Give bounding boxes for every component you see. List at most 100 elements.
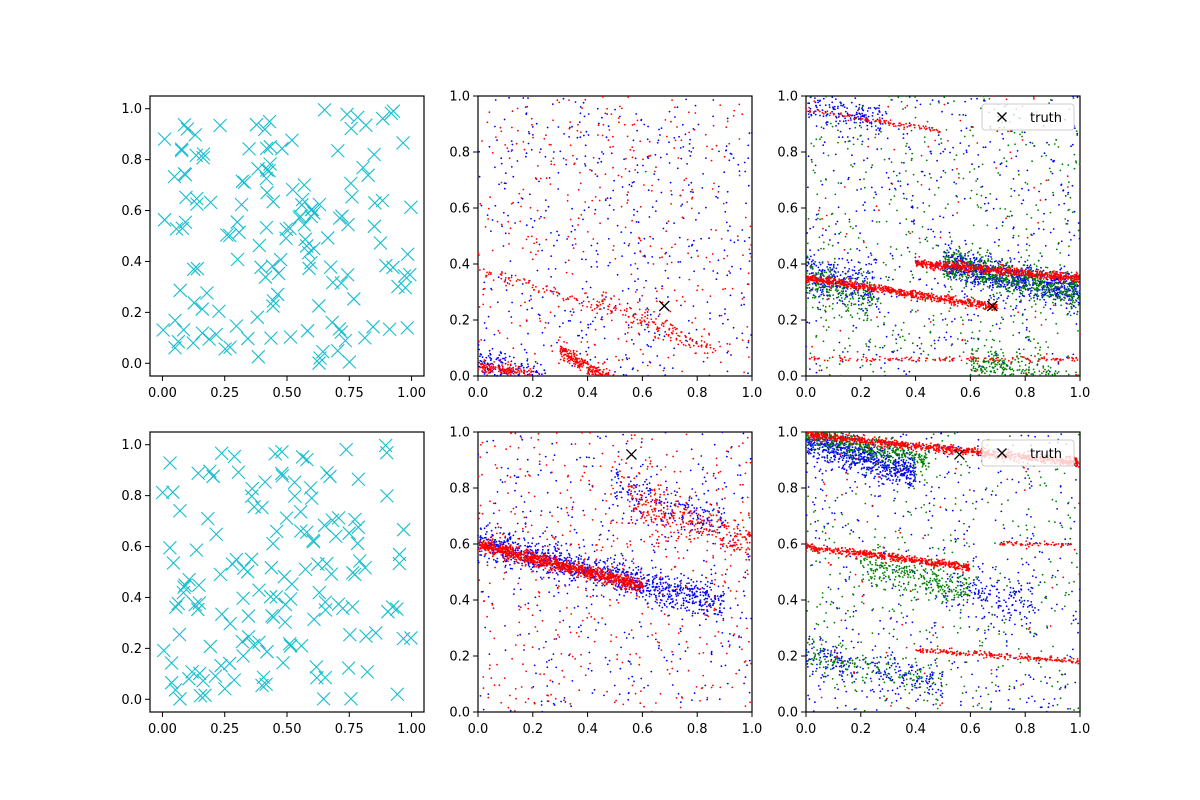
data-point xyxy=(864,201,866,204)
data-point xyxy=(557,292,560,295)
data-point xyxy=(510,150,513,153)
data-point xyxy=(690,207,693,210)
data-point xyxy=(491,249,494,252)
data-point xyxy=(1070,239,1072,241)
data-point xyxy=(1023,280,1026,283)
data-point xyxy=(845,277,848,279)
data-point xyxy=(1013,257,1016,260)
data-point xyxy=(960,280,962,282)
data-point xyxy=(614,108,616,111)
data-point xyxy=(486,271,488,274)
data-point xyxy=(890,295,893,298)
sample-point xyxy=(367,147,381,162)
data-point xyxy=(978,364,980,367)
data-point xyxy=(503,187,506,190)
data-point xyxy=(827,154,830,157)
data-point xyxy=(989,350,992,353)
data-point xyxy=(592,368,594,371)
data-point xyxy=(1040,266,1042,269)
data-point xyxy=(1026,183,1029,185)
data-point xyxy=(866,319,868,322)
data-point xyxy=(671,246,673,249)
sample-point xyxy=(325,275,340,290)
data-point xyxy=(930,152,933,155)
data-point xyxy=(670,261,673,264)
data-point xyxy=(980,371,983,374)
data-point xyxy=(681,296,684,298)
data-point xyxy=(856,312,859,315)
data-point xyxy=(636,369,639,372)
data-point xyxy=(516,107,519,110)
data-point xyxy=(498,354,501,356)
data-point xyxy=(970,288,973,291)
data-point xyxy=(1077,330,1079,332)
data-point xyxy=(905,198,908,200)
data-point xyxy=(1045,318,1047,321)
data-point xyxy=(853,303,855,306)
sample-point xyxy=(279,231,293,246)
data-point xyxy=(894,324,897,327)
sample-point xyxy=(202,332,217,347)
data-point xyxy=(1020,202,1023,205)
data-point xyxy=(871,298,874,301)
data-point xyxy=(891,334,894,336)
data-point xyxy=(1071,184,1074,187)
data-point xyxy=(696,342,698,345)
data-point xyxy=(847,252,849,254)
data-point xyxy=(741,113,744,115)
data-point xyxy=(853,291,856,294)
data-point xyxy=(1076,96,1079,99)
data-point xyxy=(605,372,608,375)
data-point xyxy=(508,355,511,358)
data-point xyxy=(908,250,911,253)
data-point xyxy=(542,344,545,347)
data-point xyxy=(833,349,835,352)
data-point xyxy=(853,290,856,292)
data-point xyxy=(813,262,815,265)
data-point xyxy=(1022,348,1025,351)
data-point xyxy=(817,271,820,274)
data-point xyxy=(852,143,855,146)
data-point xyxy=(986,251,988,254)
data-point xyxy=(971,348,974,350)
data-point xyxy=(955,154,958,157)
data-point xyxy=(873,196,875,199)
data-point xyxy=(815,272,817,275)
data-point xyxy=(642,353,644,355)
data-point xyxy=(484,226,487,228)
data-point xyxy=(548,143,551,146)
data-point xyxy=(607,217,609,220)
data-point xyxy=(614,257,617,260)
data-point xyxy=(590,370,593,372)
data-point xyxy=(805,345,807,348)
data-point xyxy=(1012,280,1014,283)
data-point xyxy=(870,290,873,293)
data-point xyxy=(1035,204,1038,207)
data-point xyxy=(679,147,682,149)
data-point xyxy=(984,277,987,279)
data-point xyxy=(581,304,584,307)
data-point xyxy=(843,298,846,300)
data-point xyxy=(594,328,597,331)
data-point xyxy=(1041,296,1044,299)
data-point xyxy=(595,303,598,306)
data-point xyxy=(486,367,489,370)
data-point xyxy=(885,112,888,115)
sample-point xyxy=(397,268,412,283)
data-point xyxy=(807,284,809,287)
data-point xyxy=(542,287,545,290)
data-point xyxy=(870,284,873,286)
data-point xyxy=(632,343,635,345)
data-point xyxy=(580,341,583,343)
data-point xyxy=(1052,294,1054,297)
data-point xyxy=(877,113,879,116)
data-point xyxy=(807,186,809,189)
data-point xyxy=(958,247,961,250)
data-point xyxy=(608,369,611,372)
data-point xyxy=(607,371,610,374)
data-point xyxy=(841,270,844,273)
data-point xyxy=(1033,300,1036,302)
data-point xyxy=(705,206,707,209)
data-point xyxy=(719,345,721,348)
data-point xyxy=(851,154,853,157)
